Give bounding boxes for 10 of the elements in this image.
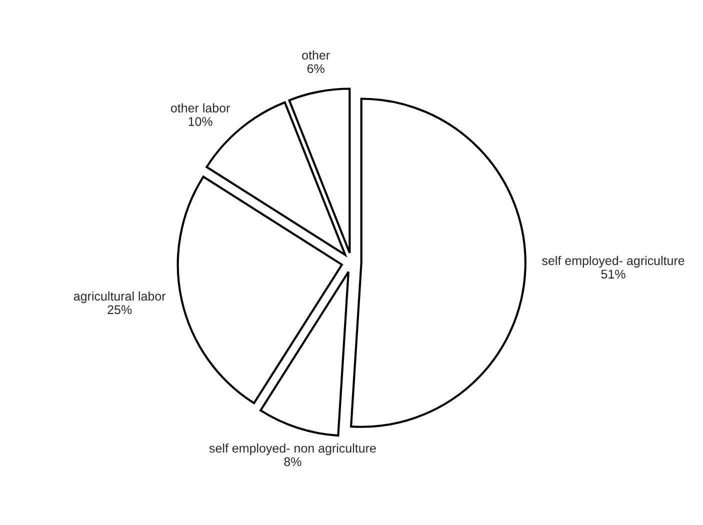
data-label: 6% [307, 64, 324, 74]
slice-label: agricultural labor [74, 291, 166, 304]
slice-label: self employed- non agriculture [209, 444, 376, 456]
data-label: 10% [188, 117, 212, 126]
slice-label: other labor [170, 103, 230, 112]
data-label: 8% [284, 457, 302, 466]
data-label: 51% [601, 270, 626, 279]
slice-label: self employed- agriculture [542, 256, 684, 268]
slice-label: other [302, 50, 330, 60]
data-label: 25% [108, 305, 132, 314]
